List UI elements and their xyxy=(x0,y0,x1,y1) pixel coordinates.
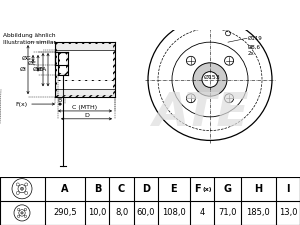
Text: B: B xyxy=(94,184,101,194)
Text: 2x: 2x xyxy=(248,52,255,56)
Text: ØH: ØH xyxy=(32,67,42,72)
Text: ØI: ØI xyxy=(20,67,27,72)
Circle shape xyxy=(21,212,23,214)
Text: ØE: ØE xyxy=(28,61,37,66)
Text: 185,0: 185,0 xyxy=(247,208,270,217)
Text: Ø153: Ø153 xyxy=(204,75,220,80)
Text: ATE: ATE xyxy=(152,91,248,136)
Text: Ø8,6: Ø8,6 xyxy=(248,45,261,50)
Text: D: D xyxy=(142,184,150,194)
Text: 290,5: 290,5 xyxy=(53,208,77,217)
Text: C (MTH): C (MTH) xyxy=(72,105,98,110)
Text: B: B xyxy=(58,98,62,103)
Circle shape xyxy=(186,56,195,65)
Text: ØG: ØG xyxy=(22,56,32,61)
Text: D: D xyxy=(84,113,89,118)
Text: H: H xyxy=(254,184,262,194)
Text: 71,0: 71,0 xyxy=(218,208,237,217)
Text: 4: 4 xyxy=(200,208,205,217)
Text: 108,0: 108,0 xyxy=(162,208,186,217)
Polygon shape xyxy=(57,44,113,79)
Text: 8,0: 8,0 xyxy=(115,208,128,217)
Text: I: I xyxy=(286,184,290,194)
Text: F: F xyxy=(194,184,201,194)
Text: Illustration similar: Illustration similar xyxy=(3,40,56,45)
Text: 410230: 410230 xyxy=(194,10,250,23)
Text: ØA: ØA xyxy=(38,67,47,72)
Text: F(x): F(x) xyxy=(15,101,27,107)
Text: A: A xyxy=(61,184,69,194)
Text: E: E xyxy=(170,184,177,194)
Polygon shape xyxy=(57,81,113,95)
Circle shape xyxy=(225,56,234,65)
Text: 60,0: 60,0 xyxy=(136,208,155,217)
Polygon shape xyxy=(55,42,115,97)
Text: C: C xyxy=(118,184,125,194)
Text: (x): (x) xyxy=(202,187,211,192)
Circle shape xyxy=(186,94,195,103)
Text: Abbildung ähnlich: Abbildung ähnlich xyxy=(3,33,56,38)
Text: Ø119: Ø119 xyxy=(248,36,263,41)
Circle shape xyxy=(193,63,227,96)
Polygon shape xyxy=(60,54,66,73)
Text: 10,0: 10,0 xyxy=(88,208,106,217)
Text: 13,0: 13,0 xyxy=(279,208,297,217)
Polygon shape xyxy=(58,52,68,74)
Circle shape xyxy=(225,94,234,103)
Circle shape xyxy=(202,72,218,87)
Text: G: G xyxy=(224,184,232,194)
Text: 24.0110-0230.1: 24.0110-0230.1 xyxy=(71,10,188,23)
Circle shape xyxy=(20,187,23,190)
